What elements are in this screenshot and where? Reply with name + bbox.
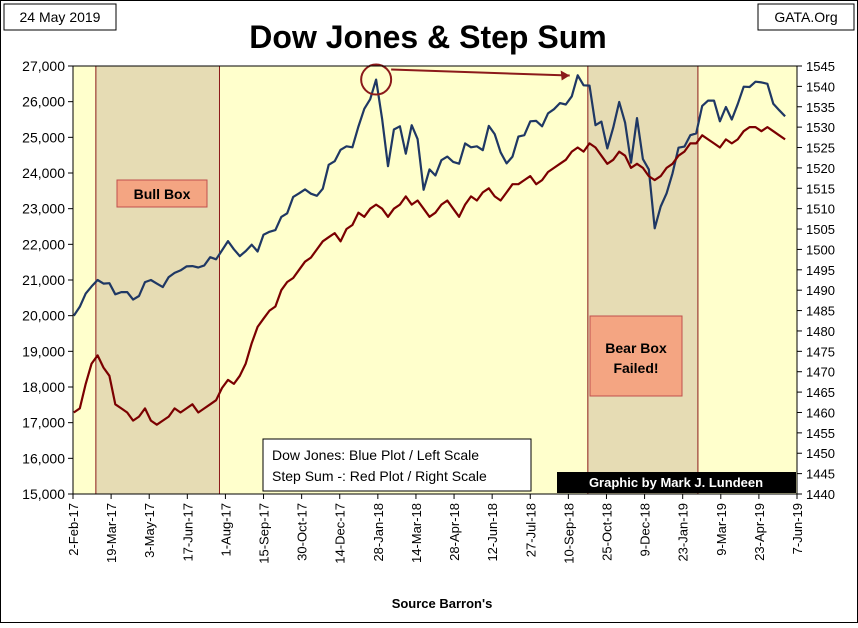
x-tick-label: 27-Jul-18: [523, 503, 538, 557]
left-tick-label: 21,000: [22, 272, 65, 288]
left-tick-label: 23,000: [22, 201, 65, 217]
right-tick-label: 1525: [806, 141, 835, 156]
source-site-box: [757, 3, 855, 31]
left-tick-label: 22,000: [22, 236, 65, 252]
shaded-region-2: [587, 65, 699, 495]
right-tick-label: 1440: [806, 487, 835, 502]
date-box: [3, 3, 117, 31]
peak-arrow-head: [560, 70, 570, 81]
right-tick-label: 1470: [806, 365, 835, 380]
left-tick-label: 20,000: [22, 308, 65, 324]
annotation-layer: [360, 63, 570, 96]
step-sum-line: [73, 126, 786, 426]
x-tick-label: 2-Feb-17: [66, 503, 81, 556]
bear-box-label-bg: [589, 315, 683, 397]
right-tick-label: 1510: [806, 202, 835, 217]
bear-box-label-line1: Bear Box: [605, 340, 667, 356]
left-tick-label: 15,000: [22, 486, 65, 502]
x-tick-label: 28-Jan-18: [371, 503, 386, 562]
right-tick-label: 1485: [806, 304, 835, 319]
right-tick-label: 1545: [806, 59, 835, 74]
x-tick-label: 14-Mar-18: [409, 503, 424, 563]
right-tick-label: 1540: [806, 79, 835, 94]
shaded-region-1: [95, 65, 220, 495]
right-tick-label: 1445: [806, 467, 835, 482]
left-tick-label: 16,000: [22, 450, 65, 466]
x-tick-label: 14-Dec-17: [333, 503, 348, 564]
x-axis-source-label: Source Barron's: [392, 596, 493, 611]
legend-line2: Step Sum -: Red Plot / Right Scale: [272, 468, 487, 484]
left-tick-label: 25,000: [22, 129, 65, 145]
peak-circle: [360, 63, 393, 96]
chart-title: Dow Jones & Step Sum: [249, 19, 606, 55]
left-tick-label: 17,000: [22, 415, 65, 431]
right-tick-label: 1505: [806, 222, 835, 237]
x-tick-label: 9-Mar-19: [714, 503, 729, 556]
date-label: 24 May 2019: [20, 9, 101, 25]
right-tick-label: 1455: [806, 426, 835, 441]
right-tick-label: 1515: [806, 181, 835, 196]
x-tick-label: 10-Sep-18: [561, 503, 576, 564]
right-tick-label: 1475: [806, 344, 835, 359]
right-tick-label: 1465: [806, 385, 835, 400]
x-tick-label: 28-Apr-18: [447, 503, 462, 561]
bull-box-label: Bull Box: [134, 186, 191, 202]
left-tick-label: 18,000: [22, 379, 65, 395]
x-tick-label: 15-Sep-17: [257, 503, 272, 564]
peak-arrow-line: [391, 68, 570, 77]
shaded-boxes: [95, 65, 699, 495]
x-tick-label: 17-Jun-17: [180, 503, 195, 562]
bull-box-label-bg: [116, 179, 208, 208]
x-tick-label: 1-Aug-17: [218, 503, 233, 556]
right-tick-label: 1450: [806, 446, 835, 461]
x-tick-label: 12-Jun-18: [485, 503, 500, 562]
left-tick-label: 26,000: [22, 94, 65, 110]
left-tick-label: 24,000: [22, 165, 65, 181]
x-tick-label: 25-Oct-18: [599, 503, 614, 561]
right-tick-label: 1495: [806, 263, 835, 278]
bear-box-label-line2: Failed!: [613, 360, 658, 376]
x-tick-label: 23-Jan-19: [676, 503, 691, 562]
x-tick-label: 30-Oct-17: [295, 503, 310, 561]
legend-box: [262, 438, 532, 492]
credit-box: [557, 472, 796, 493]
right-tick-label: 1530: [806, 120, 835, 135]
dow-jones-line: [72, 74, 786, 317]
right-tick-label: 1460: [806, 405, 835, 420]
source-site-label: GATA.Org: [774, 9, 837, 25]
axes: 15,000 16,000 17,000 18,000 19,000 20,000 21,0…: [22, 58, 835, 564]
right-tick-label: 1535: [806, 100, 835, 115]
right-tick-label: 1500: [806, 242, 835, 257]
right-tick-label: 1490: [806, 283, 835, 298]
x-tick-label: 19-Mar-17: [104, 503, 119, 563]
x-tick-label: 3-May-17: [142, 503, 157, 558]
series-layer: [72, 74, 786, 426]
x-tick-label: 23-Apr-19: [752, 503, 767, 561]
legend-line1: Dow Jones: Blue Plot / Left Scale: [272, 447, 479, 463]
left-tick-label: 19,000: [22, 343, 65, 359]
x-tick-label: 7-Jun-19: [790, 503, 805, 554]
left-tick-label: 27,000: [22, 58, 65, 74]
credit-label: Graphic by Mark J. Lundeen: [589, 475, 763, 490]
right-tick-label: 1520: [806, 161, 835, 176]
x-tick-label: 9-Dec-18: [638, 503, 653, 556]
right-tick-label: 1480: [806, 324, 835, 339]
